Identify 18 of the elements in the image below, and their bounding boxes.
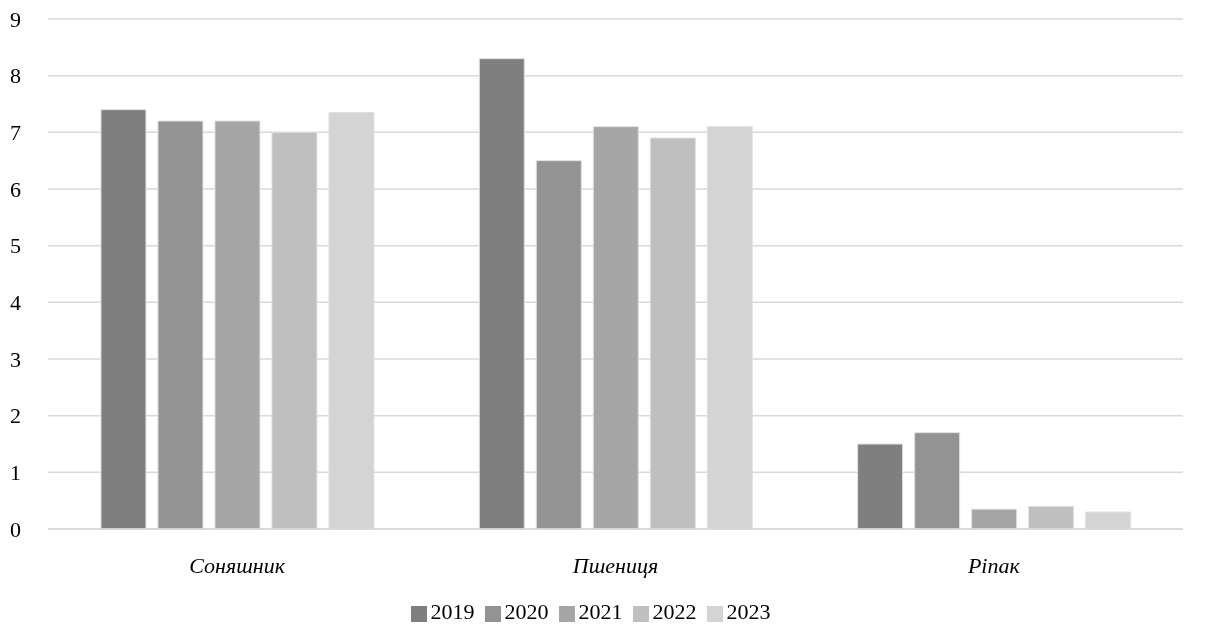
legend-label: 2022 <box>652 599 697 624</box>
legend-label: 2019 <box>430 599 475 624</box>
y-tick-label: 1 <box>10 460 21 486</box>
x-tick-label: Пшениця <box>571 552 659 578</box>
legend-label: 2021 <box>578 599 623 624</box>
y-tick-label: 6 <box>10 176 21 202</box>
y-tick-label: 8 <box>10 63 21 89</box>
y-tick-label: 2 <box>10 403 21 429</box>
y-tick-label: 4 <box>10 290 21 316</box>
x-tick-label: Ріпак <box>966 552 1021 578</box>
legend-label: 2020 <box>504 599 549 624</box>
y-tick-label: 9 <box>10 6 21 32</box>
legend-label: 2023 <box>726 599 771 624</box>
y-tick-label: 3 <box>10 346 21 372</box>
y-tick-label: 0 <box>10 516 21 542</box>
y-tick-label: 5 <box>10 233 21 259</box>
y-tick-label: 7 <box>10 120 21 146</box>
x-tick-label: Соняшник <box>189 552 286 578</box>
